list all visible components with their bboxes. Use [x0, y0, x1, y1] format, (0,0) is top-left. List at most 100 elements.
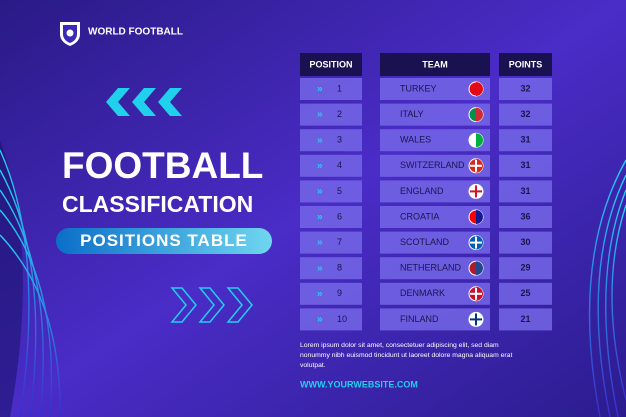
row-cell	[380, 154, 490, 177]
row-cell	[300, 206, 362, 228]
table: POSITION TEAM POINTS » 1 TURKEY 32 » 2 ITALY 32 » 3 W…	[300, 53, 552, 331]
points: 25	[520, 288, 530, 298]
header-label: TEAM	[422, 59, 448, 69]
right-waves	[588, 159, 626, 417]
row-cell	[300, 103, 362, 126]
header-cell	[300, 53, 362, 76]
row-icon: »	[317, 237, 323, 248]
row-cell	[499, 308, 552, 331]
row-cell	[380, 78, 490, 100]
note-line: volutpat.	[300, 362, 326, 369]
row-cell	[300, 282, 362, 305]
flag-cross	[470, 190, 482, 193]
row-icon: »	[317, 263, 323, 274]
row-cell	[380, 180, 490, 203]
team: ENGLAND	[400, 186, 444, 196]
flag-half	[476, 133, 483, 148]
row-cell	[300, 78, 362, 100]
header-cell	[380, 53, 490, 76]
left-waves	[0, 149, 61, 417]
flag-cross	[470, 292, 482, 295]
row-icon: »	[317, 135, 323, 146]
team: DENMARK	[400, 288, 445, 298]
points: 29	[520, 263, 530, 273]
row-cell	[499, 231, 552, 254]
note-line: Lorem ipsum dolor sit amet, consectetuer…	[300, 342, 499, 349]
position: 8	[337, 263, 342, 273]
row-cell	[300, 231, 362, 254]
flag-half	[476, 261, 483, 276]
brand: WORLD FOOTBALL	[88, 27, 183, 38]
row-cell	[499, 206, 552, 228]
row-cell	[499, 154, 552, 177]
row-cell	[300, 154, 362, 177]
flag-half	[476, 210, 483, 224]
title-line-3: POSITIONS TABLE	[80, 231, 248, 250]
pill	[56, 228, 272, 254]
row-cell	[380, 257, 490, 280]
row-cell	[300, 180, 362, 203]
points: 31	[520, 160, 530, 170]
row-cell	[300, 308, 362, 331]
points: 32	[520, 83, 530, 93]
team: WALES	[400, 135, 431, 145]
row-icon: »	[317, 212, 323, 223]
row-cell	[380, 231, 490, 254]
title-line-1: FOOTBALL	[62, 145, 263, 186]
row-cell	[380, 129, 490, 152]
position: 2	[337, 109, 342, 119]
website: WWW.YOURWEBSITE.COM	[300, 379, 418, 389]
points: 21	[520, 314, 530, 324]
team: NETHERLAND	[400, 263, 462, 273]
row-cell	[380, 103, 490, 126]
points: 32	[520, 109, 530, 119]
header-label: POSITION	[309, 59, 352, 69]
position: 7	[337, 237, 342, 247]
team: CROATIA	[400, 211, 439, 221]
position: 9	[337, 288, 342, 298]
team: SWITZERLAND	[400, 160, 465, 170]
row-cell	[380, 308, 490, 331]
row-cell	[499, 282, 552, 305]
position: 4	[337, 160, 342, 170]
points: 30	[520, 237, 530, 247]
position: 1	[337, 83, 342, 93]
row-cell	[380, 206, 490, 228]
row-icon: »	[317, 314, 323, 325]
row-cell	[499, 129, 552, 152]
team: ITALY	[400, 109, 424, 119]
position: 6	[337, 211, 342, 221]
row-cell	[499, 257, 552, 280]
row-cell	[499, 103, 552, 126]
logo	[60, 22, 80, 46]
row-cell	[499, 78, 552, 100]
row-cell	[499, 180, 552, 203]
row-cell	[300, 257, 362, 280]
row-icon: »	[317, 84, 323, 95]
points: 36	[520, 211, 530, 221]
position: 10	[337, 314, 347, 324]
row-cell	[380, 282, 490, 305]
flag-cross	[470, 318, 482, 321]
flag-cross	[470, 241, 482, 244]
row-icon: »	[317, 160, 323, 171]
flag-cross	[470, 164, 482, 167]
chevrons-left	[106, 88, 182, 116]
chevrons-right	[170, 287, 253, 323]
row-cell	[300, 129, 362, 152]
flag-half	[476, 82, 483, 96]
points: 31	[520, 186, 530, 196]
header-label: POINTS	[509, 59, 543, 69]
row-icon: »	[317, 186, 323, 197]
team: FINLAND	[400, 314, 439, 324]
row-icon: »	[317, 288, 323, 299]
team: SCOTLAND	[400, 237, 450, 247]
flag-half	[476, 107, 483, 122]
note-line: nonummy nibh euismod tincidunt ut laoree…	[300, 352, 512, 359]
title-line-2: CLASSIFICATION	[62, 191, 253, 217]
team: TURKEY	[400, 83, 437, 93]
row-icon: »	[317, 109, 323, 120]
position: 5	[337, 186, 342, 196]
